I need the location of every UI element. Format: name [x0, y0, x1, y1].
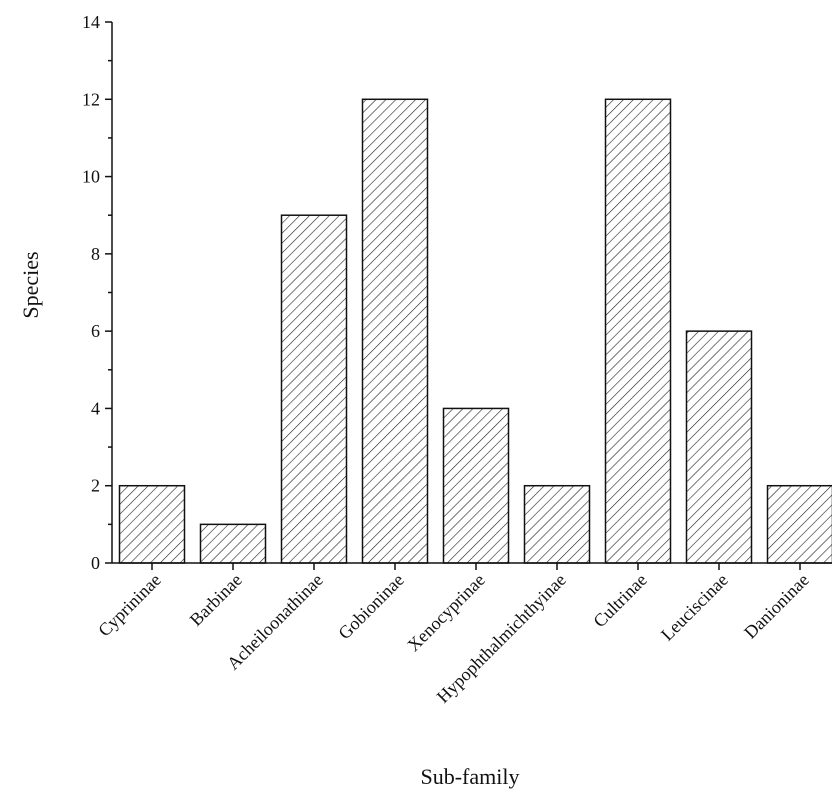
- x-tick-label-leuciscinae: Leuciscinae: [657, 570, 732, 645]
- x-tick-label-gobioninae: Gobioninae: [334, 570, 408, 644]
- y-tick-label: 6: [91, 321, 100, 341]
- x-tick-label-barbinae: Barbinae: [186, 570, 246, 630]
- bar-acheiloonathinae: [280, 214, 348, 564]
- bar-hypophthalmichthyinae: [523, 484, 591, 564]
- y-tick-label: 10: [82, 167, 100, 187]
- x-axis-title: Sub-family: [421, 764, 520, 789]
- y-tick-label: 0: [91, 553, 100, 573]
- y-tick-label: 12: [82, 89, 100, 109]
- bar-danioninae: [766, 484, 832, 564]
- bars-layer: [118, 98, 832, 564]
- y-axis-ticks: 0 2 4 6 8 10 12 14: [82, 12, 112, 573]
- y-tick-label: 4: [91, 398, 100, 418]
- y-tick-label: 14: [82, 12, 100, 32]
- x-tick-label-danioninae: Danioninae: [740, 570, 813, 643]
- y-tick-label: 2: [91, 476, 100, 496]
- bar-barbinae: [199, 523, 267, 564]
- x-tick-label-xenocyprinae: Xenocyprinae: [403, 570, 489, 656]
- bar-leuciscinae: [685, 330, 753, 564]
- bar-gobioninae: [361, 98, 429, 564]
- x-tick-label-cultrinae: Cultrinae: [589, 570, 651, 632]
- bar-xenocyprinae: [442, 407, 510, 564]
- y-axis-title: Species: [18, 251, 43, 318]
- bar-cyprininae: [118, 484, 186, 564]
- y-tick-label: 8: [91, 244, 100, 264]
- x-tick-label-cyprininae: Cyprininae: [94, 570, 165, 641]
- bar-cultrinae: [604, 98, 672, 564]
